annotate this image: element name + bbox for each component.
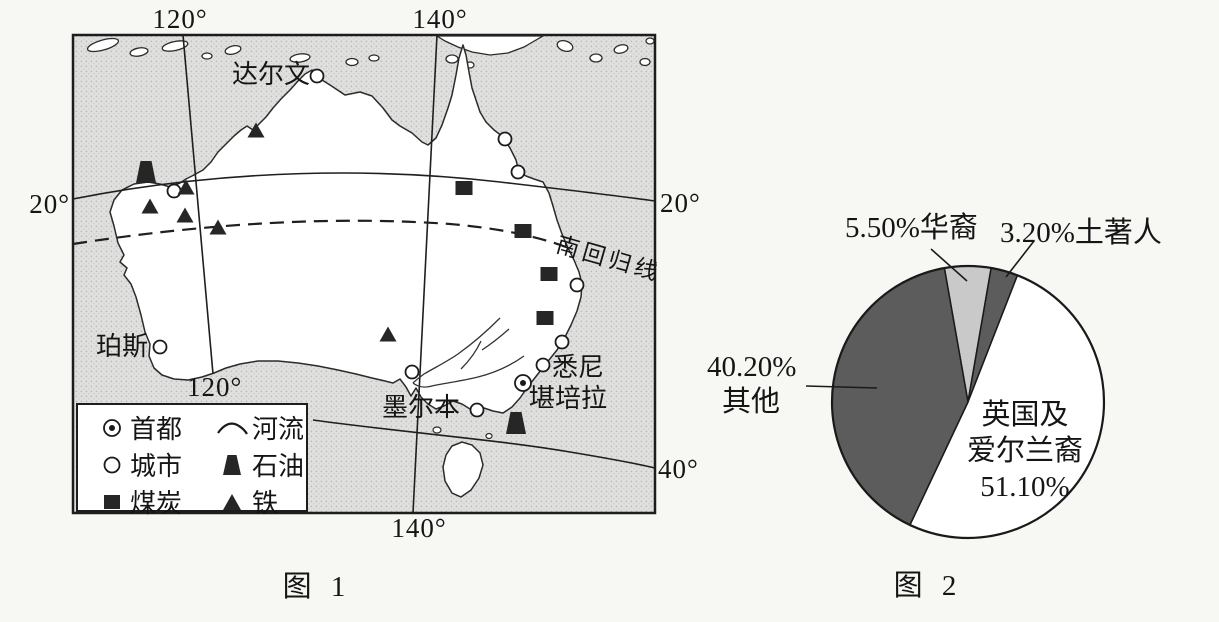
iron-symbol-icon: [212, 490, 252, 514]
pie-main-label-line1: 英国及: [981, 399, 1069, 431]
sydney-label: 悉尼: [552, 353, 605, 382]
legend-label-city: 城市: [130, 452, 183, 481]
perth-label: 珀斯: [96, 332, 149, 361]
pie-callout-other-name: 其他: [722, 386, 781, 418]
lat-40-right-label: 40°: [658, 454, 699, 484]
legend-label-iron: 铁: [252, 489, 279, 518]
lat-20-right-label: 20°: [660, 188, 701, 218]
tasmania: [442, 441, 484, 498]
offshore-islands: [86, 35, 655, 69]
pie-main-label-percent: 51.10%: [980, 471, 1070, 503]
oil-symbol-icon: [212, 453, 252, 477]
pie-outline: [830, 264, 1106, 540]
pie-main-label-line2: 爱尔兰裔: [966, 435, 1083, 467]
resource-markers: [136, 68, 585, 434]
capital-symbol-icon: [94, 416, 130, 440]
pie-slices: [830, 264, 1106, 540]
lon-120-south-label: 120°: [187, 372, 243, 402]
darwin-label: 达尔文: [232, 60, 311, 89]
meridian-120: [182, 34, 214, 375]
leader-line-chinese: [930, 248, 968, 282]
legend-label-oil: 石油: [252, 452, 305, 481]
figure1-caption: 图 1: [282, 571, 352, 603]
leader-line-indigenous: [1005, 240, 1035, 278]
parallel-40s: [312, 419, 656, 469]
new-guinea-coast: [434, 35, 546, 56]
ethnicity-pie-chart: [805, 240, 1106, 540]
rivers: [412, 317, 525, 388]
lon-140-bottom-label: 140°: [391, 513, 447, 543]
pie-callout-other-percent: 40.20%: [707, 351, 797, 383]
figure2-caption: 图 2: [893, 570, 963, 602]
lat-20-left-label: 20°: [29, 189, 70, 219]
leader-line-other: [805, 385, 878, 389]
pie-leader-lines: [805, 240, 1035, 389]
legend-label-coal: 煤炭: [130, 489, 183, 518]
parallel-20s: [72, 172, 656, 202]
map-legend: 首都 河流 城市 石油 煤炭 铁: [76, 403, 308, 518]
city-symbol-icon: [94, 453, 130, 477]
legend-label-capital: 首都: [130, 415, 183, 444]
river-symbol-icon: [212, 416, 252, 440]
legend-label-river: 河流: [252, 415, 305, 444]
bass-strait-islands: [432, 426, 493, 440]
canberra-label: 堪培拉: [529, 384, 608, 413]
australia-landmass: [109, 44, 583, 415]
pie-callout-chinese: 5.50%华裔: [845, 212, 978, 244]
pie-main-slice-label: 英国及 爱尔兰裔 51.10%: [940, 397, 1110, 505]
pie-callout-indigenous: 3.20%土著人: [1000, 217, 1162, 249]
coal-symbol-icon: [94, 490, 130, 514]
lon-140-top-label: 140°: [412, 4, 468, 34]
melbourne-label: 墨尔本: [382, 393, 461, 422]
lon-120-top-label: 120°: [152, 4, 208, 34]
